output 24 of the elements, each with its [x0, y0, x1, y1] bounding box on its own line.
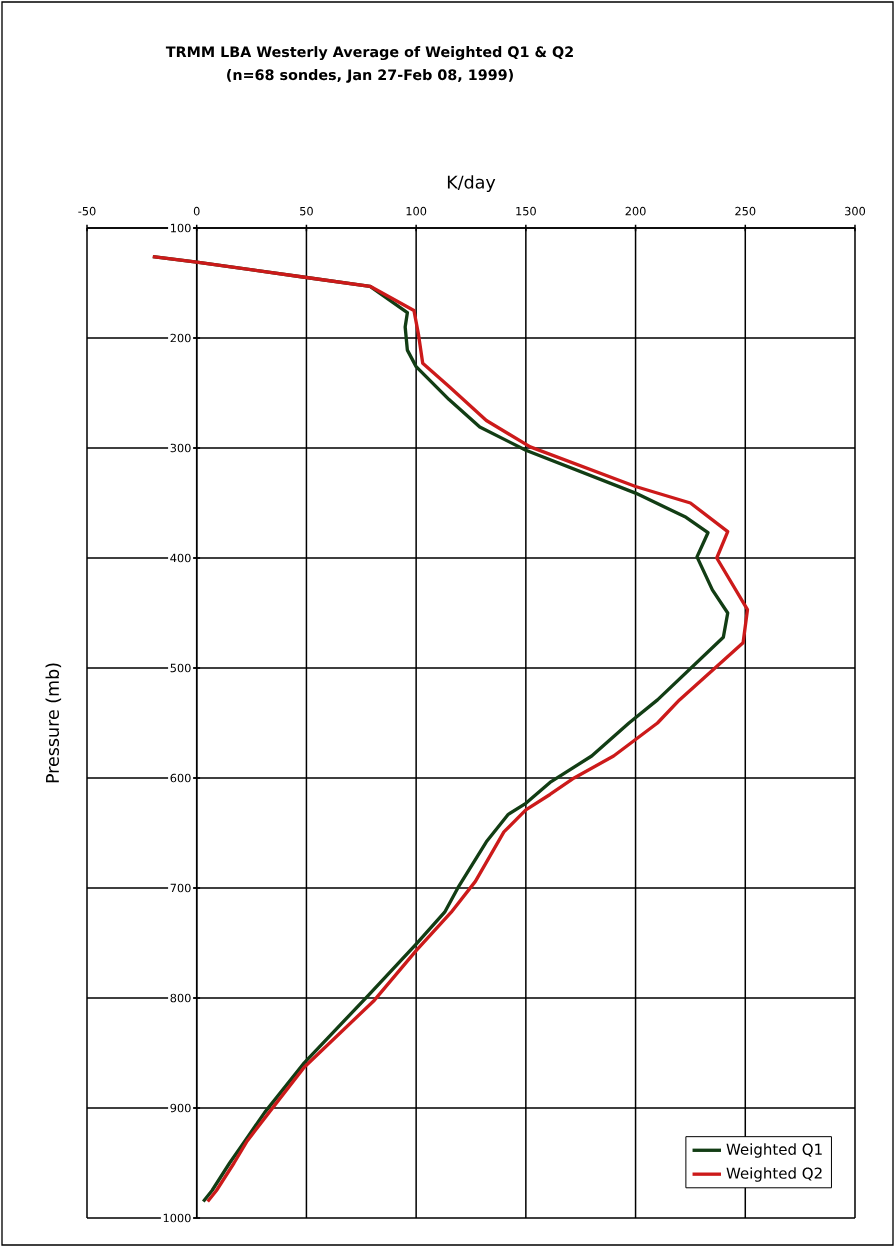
y-tick-label: 500: [170, 663, 191, 673]
y-tick-label: 900: [170, 1103, 191, 1113]
x-tick-label: 300: [845, 206, 866, 216]
y-tick-label: 200: [170, 333, 191, 343]
legend-label: Weighted Q1: [726, 1143, 822, 1158]
y-tick-label: 600: [170, 773, 191, 783]
y-tick-label: 1000: [163, 1213, 191, 1223]
y-tick-label: 700: [170, 883, 191, 893]
x-tick-label: 100: [406, 206, 427, 216]
y-tick-label: 100: [171, 223, 191, 233]
x-axis-title: K/day: [447, 175, 496, 193]
chart-subtitle: (n=68 sondes, Jan 27-Feb 08, 1999): [227, 69, 513, 83]
x-tick-label: -50: [78, 206, 96, 216]
x-tick-label: 250: [735, 206, 756, 216]
x-tick-label: 50: [300, 206, 313, 216]
x-tick-label: 0: [193, 206, 200, 216]
x-tick-label: 200: [625, 206, 646, 216]
y-tick-label: 400: [170, 553, 191, 563]
y-axis-title: Pressure (mb): [45, 663, 62, 783]
legend-label: Weighted Q2: [726, 1167, 822, 1182]
y-tick-label: 300: [170, 443, 191, 453]
x-tick-label: 150: [516, 206, 536, 216]
y-tick-label: 800: [170, 993, 191, 1003]
chart-title: TRMM LBA Westerly Average of Weighted Q1 & Q2: [165, 46, 573, 61]
